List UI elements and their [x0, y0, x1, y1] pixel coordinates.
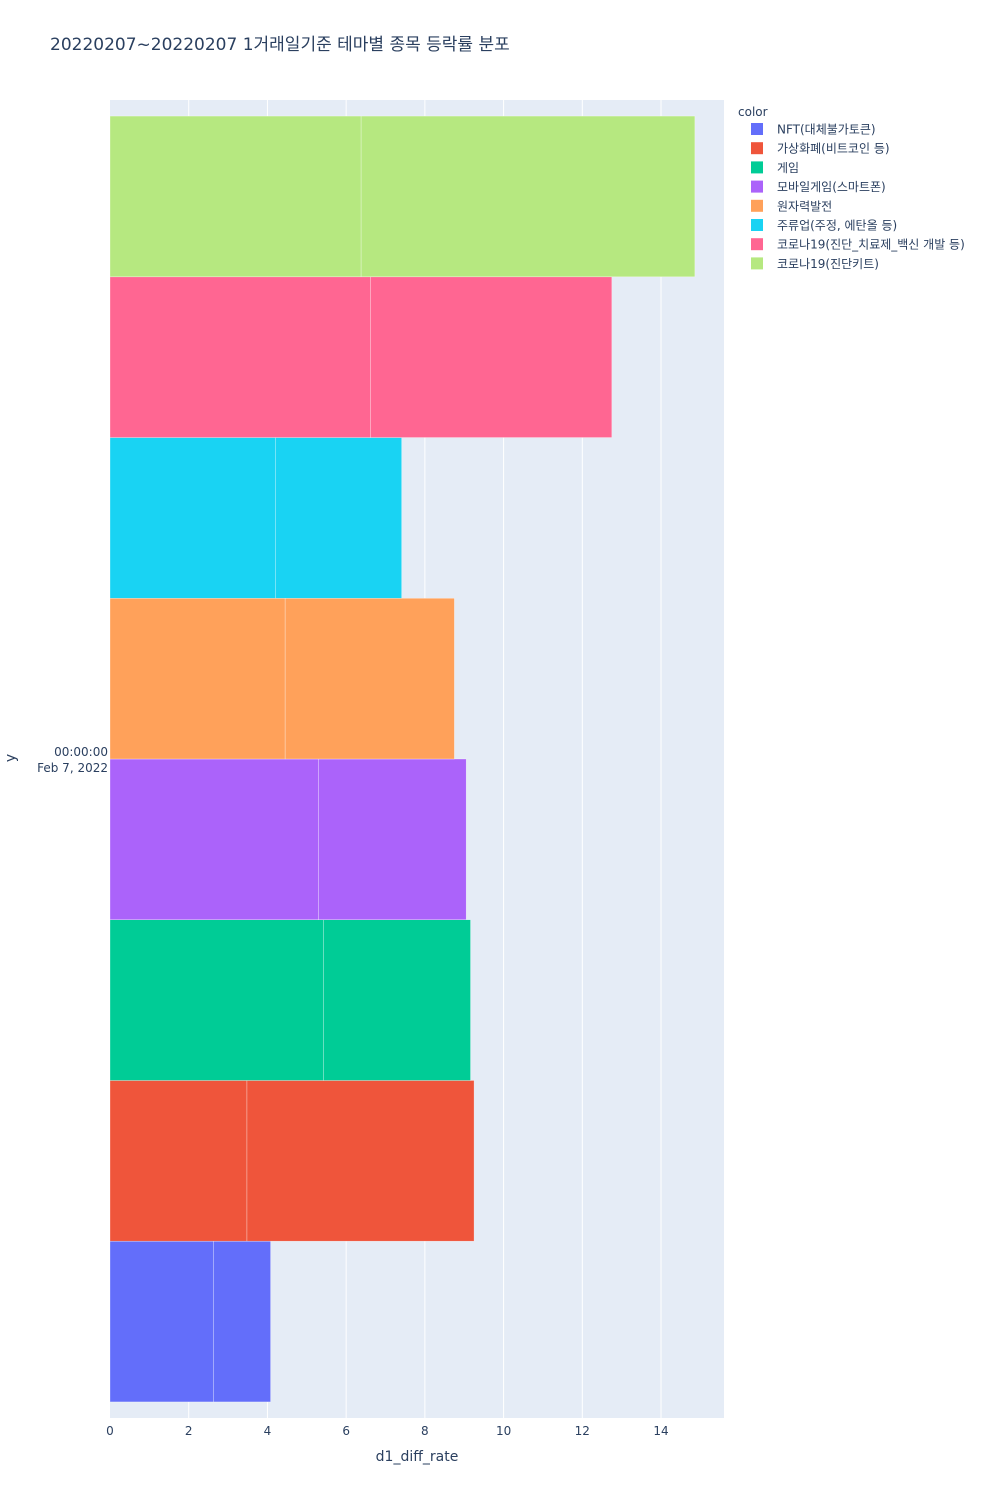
legend-label: 모바일게임(스마트폰) — [777, 180, 886, 194]
bar-segment[interactable] — [323, 919, 471, 1081]
legend-swatch — [751, 142, 763, 155]
bar-segment[interactable] — [109, 115, 362, 278]
legend-item[interactable]: 가상화폐(비트코인 등) — [751, 142, 890, 156]
x-tick-label: 8 — [421, 1424, 429, 1438]
legend-label: 주류업(주정, 에탄올 등) — [777, 219, 897, 233]
legend-swatch — [751, 238, 763, 251]
bar-segment[interactable] — [246, 1080, 475, 1242]
legend-swatch — [751, 199, 763, 212]
bar-segment[interactable] — [109, 437, 276, 599]
legend-swatch — [751, 219, 763, 231]
bar-segment[interactable] — [109, 1080, 248, 1242]
legend-label: 가상화폐(비트코인 등) — [777, 142, 890, 156]
bar-segment[interactable] — [109, 276, 371, 438]
chart-title: 20220207~20220207 1거래일기준 테마별 종목 등락률 분포 — [50, 35, 510, 55]
legend-swatch — [751, 257, 763, 270]
legend-swatch — [751, 180, 763, 193]
x-tick-label: 2 — [185, 1424, 193, 1438]
bar-segment[interactable] — [284, 598, 455, 760]
x-tick-label: 12 — [575, 1424, 590, 1438]
y-tick-label-time: 00:00:00 — [54, 745, 108, 759]
x-axis-title: d1_diff_rate — [376, 1449, 459, 1465]
legend-label: NFT(대체불가토큰) — [777, 123, 876, 137]
y-axis-title: y — [3, 754, 19, 762]
bar-segment[interactable] — [109, 598, 286, 760]
legend-item[interactable]: 게임 — [751, 161, 799, 175]
x-tick-label: 4 — [264, 1424, 272, 1438]
legend-item[interactable]: 코로나19(진단키트) — [751, 257, 879, 271]
bar-segment[interactable] — [360, 115, 696, 278]
bar-segment[interactable] — [275, 437, 402, 599]
legend-item[interactable]: 주류업(주정, 에탄올 등) — [751, 219, 897, 233]
bar-segment[interactable] — [109, 758, 319, 920]
x-tick-label: 6 — [342, 1424, 350, 1438]
legend-item[interactable]: NFT(대체불가토큰) — [751, 123, 876, 137]
legend-title: color — [738, 105, 768, 119]
bar-segment[interactable] — [213, 1240, 271, 1403]
x-tick-label: 14 — [653, 1424, 668, 1438]
bar-segment[interactable] — [318, 758, 467, 920]
bar-segment[interactable] — [109, 1240, 214, 1403]
legend-item[interactable]: 모바일게임(스마트폰) — [751, 180, 886, 194]
x-tick-label: 0 — [106, 1424, 114, 1438]
legend-label: 코로나19(진단_치료제_백신 개발 등) — [777, 238, 965, 252]
x-tick-label: 10 — [496, 1424, 511, 1438]
legend-swatch — [751, 123, 763, 135]
legend-label: 원자력발전 — [777, 199, 832, 213]
legend-swatch — [751, 161, 763, 174]
bar-segment[interactable] — [370, 276, 613, 438]
legend-label: 코로나19(진단키트) — [777, 257, 879, 271]
y-tick-label-date: Feb 7, 2022 — [37, 761, 108, 775]
legend-item[interactable]: 원자력발전 — [751, 199, 832, 213]
bar-segment[interactable] — [109, 919, 324, 1081]
legend-item[interactable]: 코로나19(진단_치료제_백신 개발 등) — [751, 238, 965, 252]
legend-label: 게임 — [777, 161, 799, 175]
